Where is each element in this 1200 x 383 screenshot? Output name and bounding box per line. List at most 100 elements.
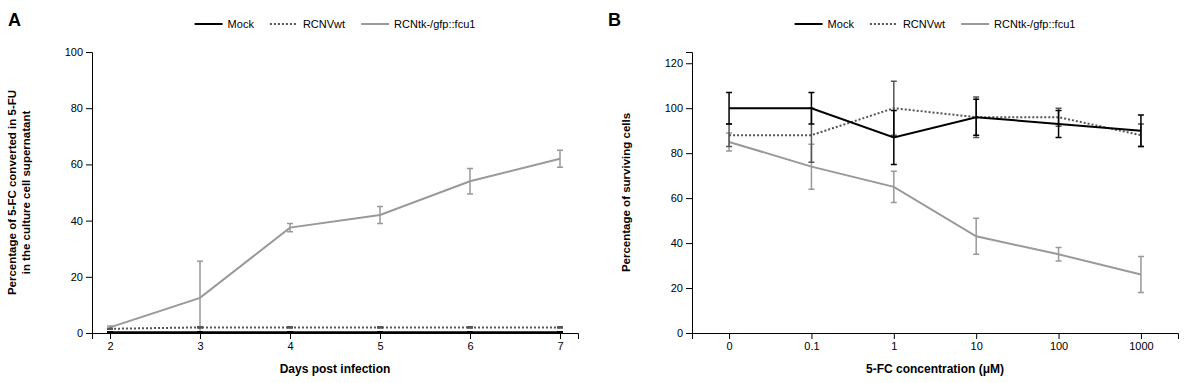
x-tick-label: 2 [107,340,113,352]
y-tick-mark [86,108,92,109]
series [726,92,1144,164]
y-tick-mark [86,333,92,334]
x-tick-label: 1 [891,340,897,352]
legend-item: Mock [195,18,255,30]
series-line [729,142,1141,275]
y-tick-mark [86,221,92,222]
legend-swatch [961,23,989,25]
series-line [729,108,1141,135]
x-tick-label: 0.1 [804,340,819,352]
x-tick-mark [729,333,730,339]
y-tick-mark [86,164,92,165]
series [107,327,563,330]
series-line [110,331,560,333]
legend-item: Mock [795,18,855,30]
x-tick: 3 [197,333,203,352]
y-tick: 80 [71,102,92,114]
x-axis-title: 5-FC concentration (μM) [866,362,1004,376]
series [107,150,563,333]
series [726,133,1144,293]
y-axis: 020406080100120 [665,53,693,340]
y-axis-title: Percentage of surviving cells [620,113,632,272]
x-tick-label: 4 [287,340,293,352]
y-tick-label: 20 [671,282,683,294]
error-bar [107,331,113,333]
plot-area [107,150,563,333]
error-bar [467,327,473,328]
x-tick-mark [290,333,291,339]
legend-label: RCNtk-/gfp::fcu1 [994,18,1075,30]
x-tick-mark [560,333,561,339]
x-tick: 5 [377,333,383,352]
y-tick: 100 [65,46,92,58]
series [726,81,1144,162]
error-bar [1056,248,1062,261]
y-tick-label: 40 [671,237,683,249]
y-tick: 40 [671,237,692,249]
error-bar [557,331,563,333]
y-tick-mark [86,277,92,278]
y-tick-mark [686,243,692,244]
x-tick-label: 6 [467,340,473,352]
plot-area [726,81,1144,292]
error-bar [557,327,563,328]
x-tick-label: 3 [197,340,203,352]
x-tick: 4 [287,333,293,352]
x-tick: 2 [107,333,113,352]
y-tick: 20 [671,282,692,294]
legend-swatch [795,23,823,25]
error-bar [377,327,383,328]
x-tick-mark [470,333,471,339]
x-tick-mark [976,333,977,339]
x-tick-mark [200,333,201,339]
error-bar [973,218,979,254]
x-tick: 10 [971,333,983,352]
error-bar [1056,110,1062,137]
x-tick: 1000 [1129,333,1153,352]
x-tick-label: 0 [727,340,733,352]
y-tick: 80 [671,147,692,159]
series-line [110,327,560,328]
x-axis-line [93,334,579,340]
error-bar [891,110,897,164]
error-bar [107,328,113,329]
error-bar [1138,115,1144,146]
series-line [110,159,560,328]
legend-item: RCNVwt [870,18,945,30]
y-tick-label: 60 [671,192,683,204]
y-tick: 60 [671,192,692,204]
chart-svg: 234567020406080100Days post infectionPer… [0,0,1200,383]
x-axis: 0 0.1 1 10 100 1000 [693,333,1179,352]
x-tick: 7 [557,333,563,352]
y-tick-mark [686,108,692,109]
x-tick-mark [110,333,111,339]
x-tick: 0 [727,333,733,352]
legend-label: Mock [828,18,855,30]
y-tick: 60 [71,158,92,170]
y-axis-line [86,53,93,334]
error-bar [557,150,563,167]
error-bar [1138,257,1144,293]
error-bar [726,92,732,123]
legend-swatch [870,23,898,25]
y-tick-label: 100 [665,102,683,114]
error-bar [467,331,473,333]
legend-item: RCNtk-/gfp::fcu1 [361,18,475,30]
y-tick: 0 [77,327,92,339]
error-bar [197,327,203,328]
y-tick-mark [686,63,692,64]
error-bar [726,124,732,146]
y-tick-label: 20 [71,271,83,283]
legend: Mock RCNVwt RCNtk-/gfp::fcu1 [795,18,1076,30]
x-axis-line [693,334,1179,340]
error-bar [287,223,293,231]
x-tick: 100 [1050,333,1068,352]
error-bar [377,207,383,224]
panel: 234567020406080100Days post infectionPer… [6,10,579,376]
y-tick-label: 80 [671,147,683,159]
y-axis: 020406080100 [65,46,93,339]
y-axis-title: Percentage of 5-FC converted in 5-FUin t… [6,90,32,295]
x-tick-label: 10 [971,340,983,352]
x-tick-mark [1059,333,1060,339]
legend-swatch [270,23,298,25]
